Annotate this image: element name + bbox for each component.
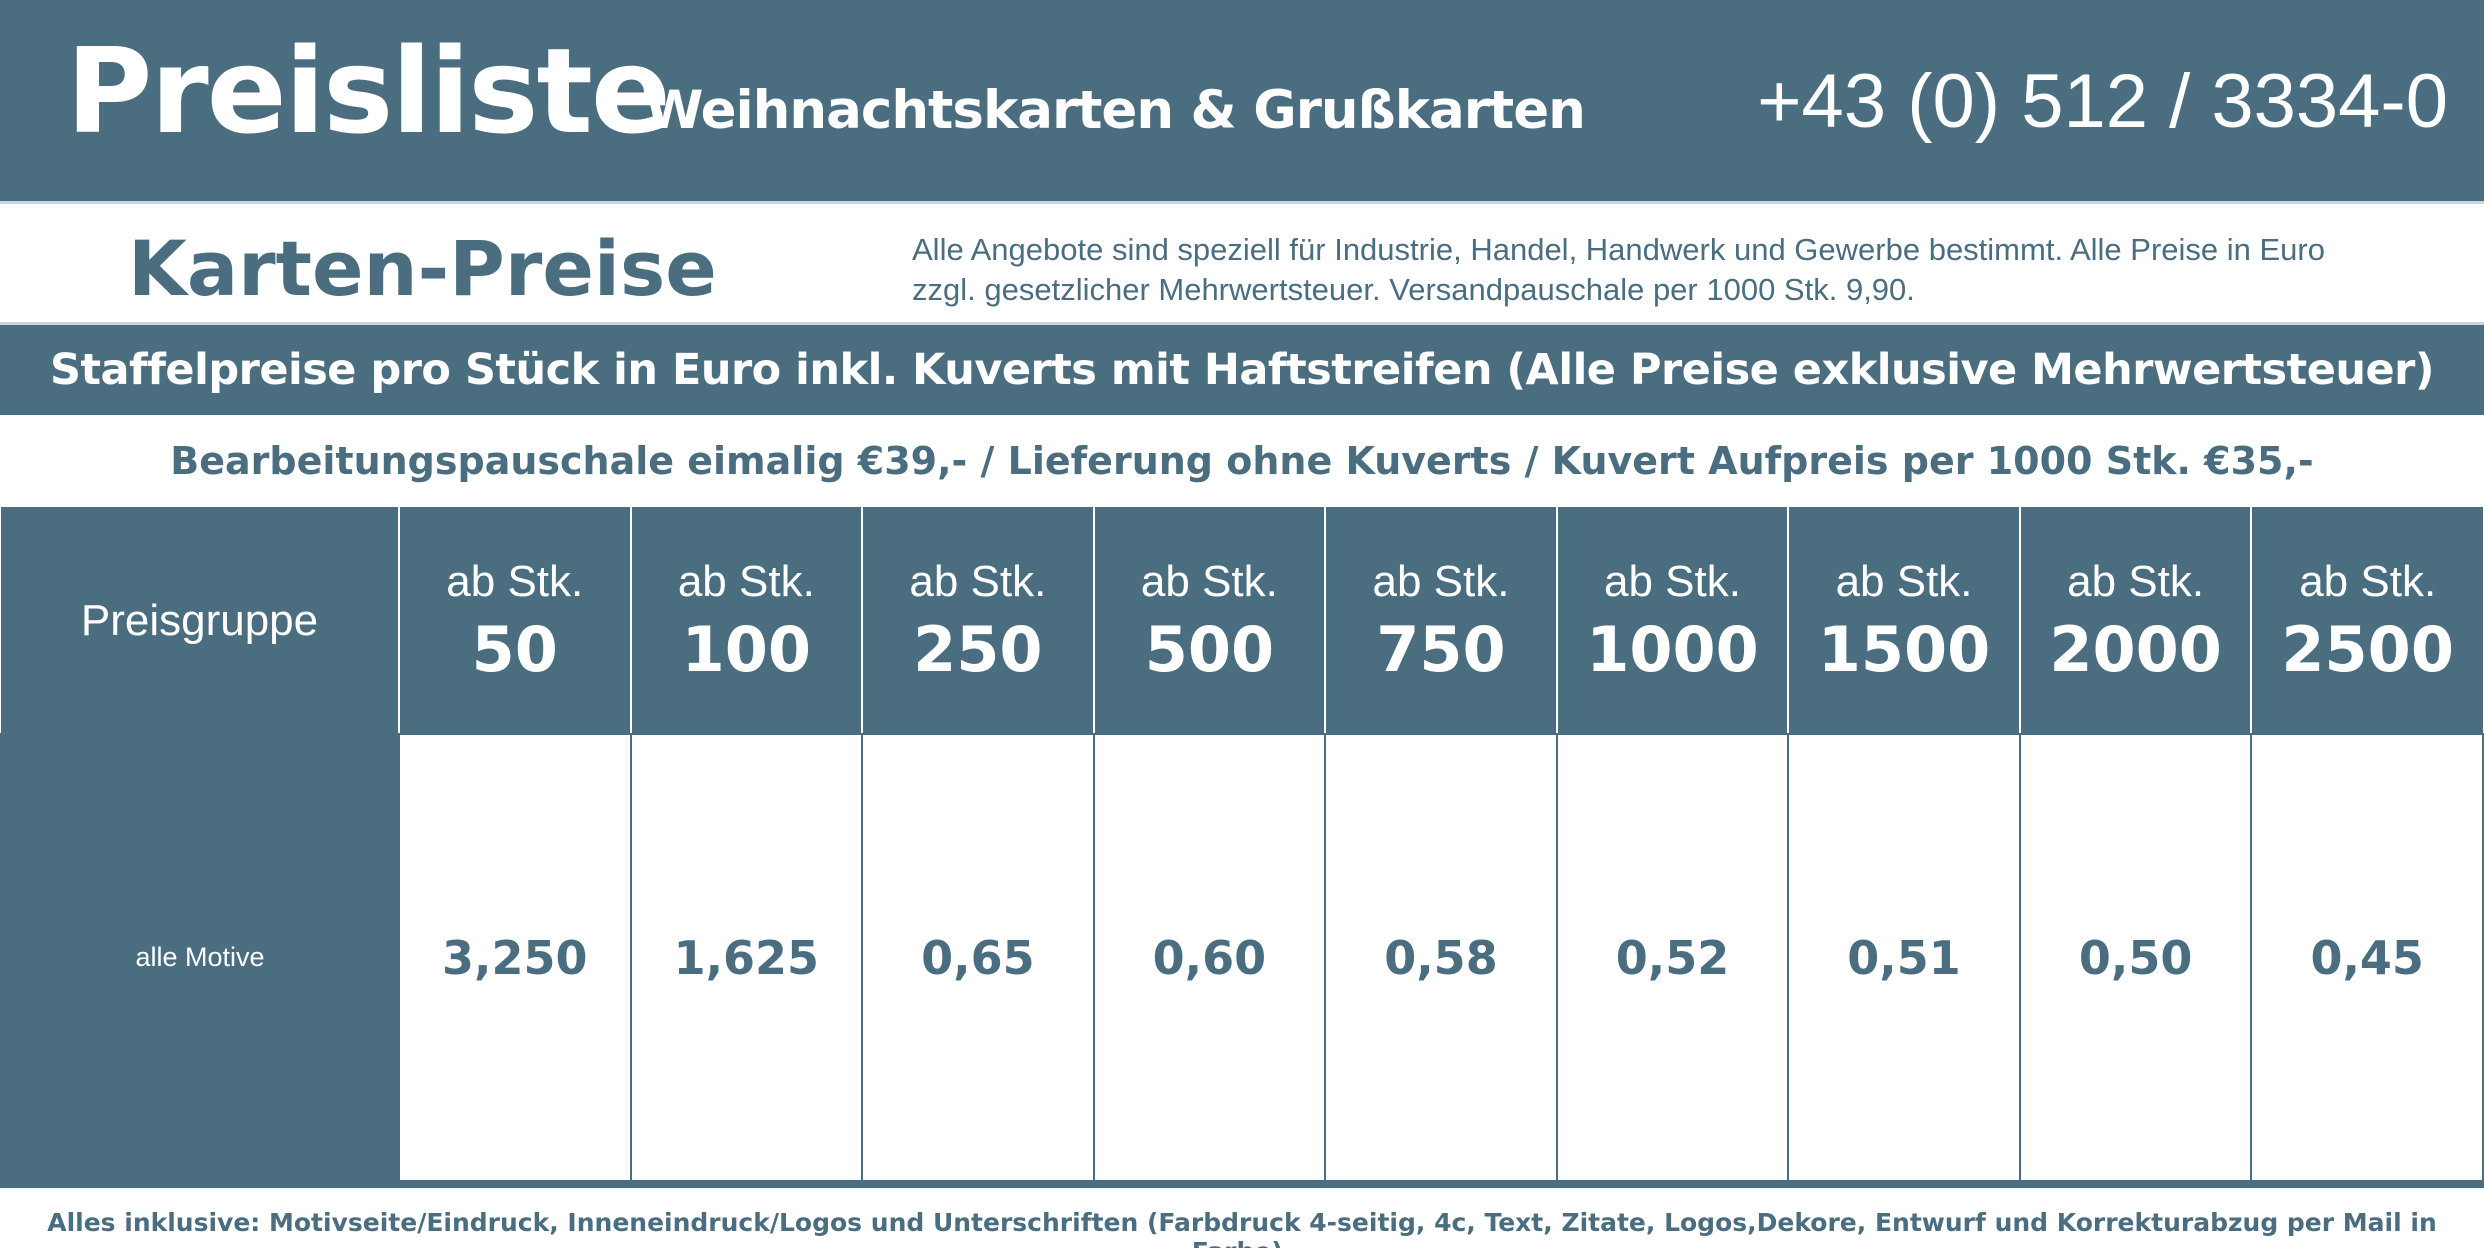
- staffel-banner: Staffelpreise pro Stück in Euro inkl. Ku…: [0, 325, 2484, 415]
- qty-prefix: ab Stk.: [1835, 556, 1973, 606]
- table-row: alle Motive 3,250 1,625 0,65 0,60 0,58 0…: [0, 733, 2484, 1185]
- qty-header: ab Stk. 750: [1324, 507, 1558, 735]
- qty-header: ab Stk. 2500: [2250, 507, 2483, 735]
- qty-header: ab Stk. 100: [629, 507, 864, 735]
- qty-value: 500: [1144, 612, 1275, 686]
- price-cell: 0,60: [1092, 733, 1327, 1185]
- qty-prefix: ab Stk.: [677, 556, 815, 606]
- qty-value: 250: [913, 612, 1043, 686]
- phone-number: +43 (0) 512 / 3334-0: [1757, 59, 2448, 144]
- qty-header: ab Stk. 50: [398, 507, 632, 735]
- qty-prefix: ab Stk.: [2299, 556, 2437, 606]
- qty-header: ab Stk. 1500: [1787, 507, 2021, 735]
- intro-section: Karten-Preise Alle Angebote sind speziel…: [0, 201, 2484, 325]
- qty-header: ab Stk. 250: [861, 507, 1095, 735]
- page-title: Preisliste: [66, 22, 671, 160]
- header-banner: Preisliste Weihnachtskarten & Grußkarten…: [0, 0, 2484, 201]
- price-cell: 0,52: [1555, 733, 1790, 1185]
- price-cell: 0,50: [2018, 733, 2253, 1185]
- qty-prefix: ab Stk.: [2067, 556, 2205, 606]
- section-description: Alle Angebote sind speziell für Industri…: [912, 232, 2325, 308]
- qty-value: 50: [471, 612, 558, 686]
- price-cell: 0,51: [1787, 733, 2021, 1185]
- qty-header: ab Stk. 500: [1092, 507, 1327, 735]
- qty-value: 100: [681, 612, 812, 686]
- price-cell: 0,65: [861, 733, 1095, 1185]
- table-header-row: Preisgruppe ab Stk. 50 ab Stk. 100 ab Stk.…: [1, 507, 2483, 735]
- qty-prefix: ab Stk.: [1140, 556, 1278, 606]
- page-subtitle: Weihnachtskarten & Grußkarten: [645, 80, 1586, 141]
- qty-header: ab Stk. 1000: [1555, 507, 1790, 735]
- qty-value: 2500: [2281, 612, 2454, 686]
- qty-prefix: ab Stk.: [909, 556, 1047, 606]
- row-label: alle Motive: [0, 733, 400, 1185]
- price-cell: 3,250: [398, 733, 632, 1185]
- qty-prefix: ab Stk.: [1604, 556, 1741, 606]
- qty-value: 750: [1376, 612, 1506, 686]
- group-header: Preisgruppe: [1, 507, 400, 735]
- qty-prefix: ab Stk.: [1372, 556, 1510, 606]
- qty-header: ab Stk. 2000: [2018, 507, 2253, 735]
- price-cell: 0,45: [2250, 733, 2484, 1185]
- fees-note: Bearbeitungspauschale eimalig €39,- / Li…: [170, 439, 2314, 483]
- price-table: Preisgruppe ab Stk. 50 ab Stk. 100 ab Stk.…: [0, 507, 2484, 1188]
- footer-note: Alles inklusive: Motivseite/Eindruck, In…: [47, 1208, 2437, 1248]
- qty-value: 1500: [1817, 612, 1991, 686]
- price-cell: 0,58: [1324, 733, 1558, 1185]
- qty-value: 2000: [2049, 612, 2222, 686]
- qty-value: 1000: [1586, 612, 1759, 686]
- qty-prefix: ab Stk.: [446, 556, 584, 606]
- price-cell: 1,625: [629, 733, 864, 1185]
- section-heading: Karten-Preise: [128, 224, 717, 313]
